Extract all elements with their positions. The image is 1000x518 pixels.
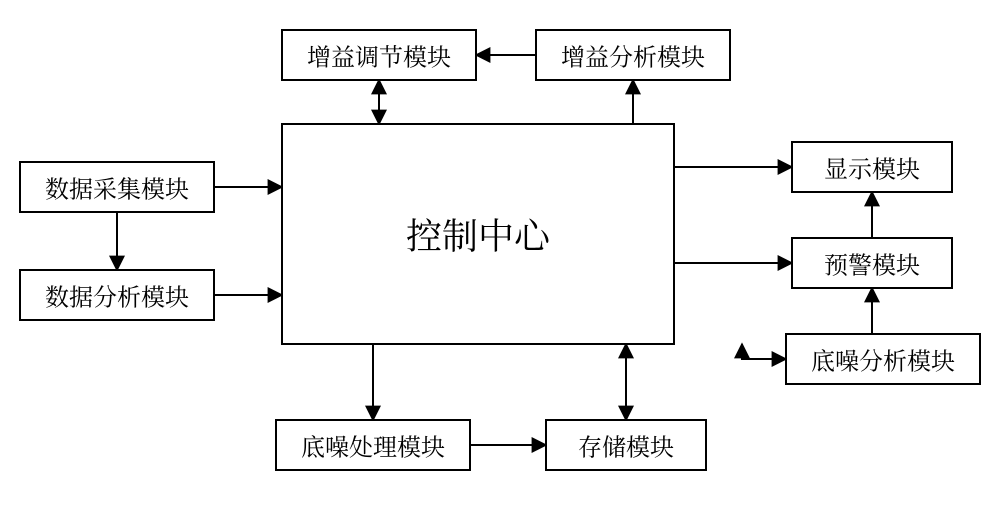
node-warn: 预警模块	[792, 238, 952, 288]
node-display: 显示模块	[792, 142, 952, 192]
node-noise_proc: 底噪处理模块	[276, 420, 470, 470]
node-label-noise_proc: 底噪处理模块	[301, 428, 445, 463]
node-label-data_acq: 数据采集模块	[45, 170, 189, 205]
node-label-storage: 存储模块	[578, 428, 674, 463]
node-data_ana: 数据分析模块	[20, 270, 214, 320]
node-label-gain_ana: 增益分析模块	[561, 38, 705, 73]
node-label-center: 控制中心	[406, 209, 552, 260]
edge	[742, 344, 786, 359]
node-label-display: 显示模块	[824, 150, 920, 185]
node-gain_adj: 增益调节模块	[282, 30, 476, 80]
node-label-data_ana: 数据分析模块	[45, 278, 189, 313]
node-gain_ana: 增益分析模块	[536, 30, 730, 80]
node-label-noise_ana: 底噪分析模块	[811, 342, 955, 377]
diagram-canvas: 控制中心 增益调节模块 增益分析模块数据采集模块数据分析模块 显示模块预警模块底噪分析…	[0, 0, 1000, 518]
node-center: 控制中心	[282, 124, 674, 344]
node-storage: 存储模块	[546, 420, 706, 470]
node-label-gain_adj: 增益调节模块	[307, 38, 451, 73]
node-data_acq: 数据采集模块	[20, 162, 214, 212]
node-label-warn: 预警模块	[824, 246, 920, 281]
node-noise_ana: 底噪分析模块	[786, 334, 980, 384]
